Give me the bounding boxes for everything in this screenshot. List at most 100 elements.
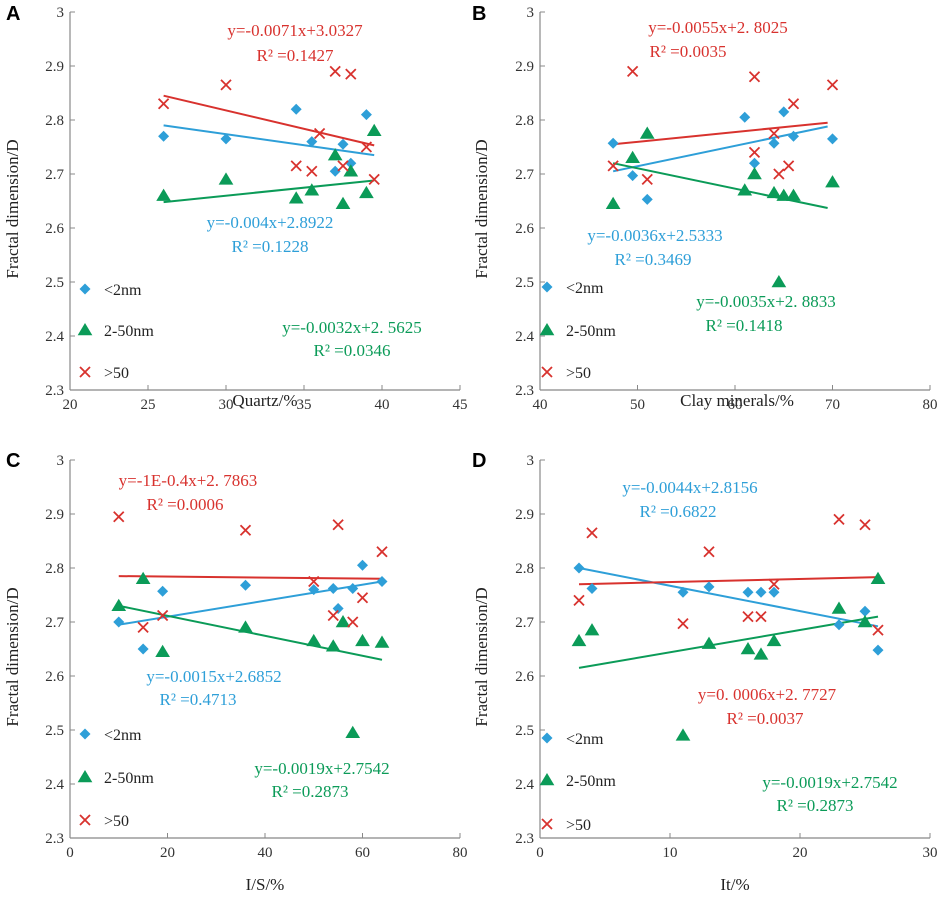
- equation-lt2-a: y=-0.004x+2.8922: [207, 213, 334, 232]
- y-axis-title-a: Fractal dimension/D: [3, 139, 22, 278]
- point-lt2: [573, 562, 585, 574]
- point-mid: [238, 620, 253, 633]
- point-lt2: [739, 111, 751, 123]
- point-lt2: [306, 136, 318, 148]
- x-tick-label: 20: [160, 845, 175, 861]
- point-gt50: [347, 616, 359, 628]
- point-lt2: [833, 619, 845, 631]
- point-lt2: [329, 165, 341, 177]
- point-gt50: [641, 173, 653, 186]
- x-axis-title-a: Quartz/%: [232, 391, 297, 410]
- x-tick-label: 20: [63, 397, 78, 413]
- y-tick-label: 2.4: [515, 329, 534, 345]
- legend-label-gt50-b: >50: [566, 365, 591, 382]
- point-mid: [831, 601, 847, 614]
- point-lt2: [788, 130, 799, 142]
- legend-a: <2nm 2-50nm >50: [77, 282, 154, 382]
- panel-letter-d: D: [472, 450, 486, 472]
- point-mid: [584, 623, 600, 636]
- point-gt50: [677, 617, 689, 630]
- y-tick-label: 2.4: [45, 329, 64, 345]
- trendline-mid: [578, 615, 879, 669]
- point-lt2: [113, 616, 125, 628]
- point-lt2: [641, 193, 653, 205]
- point-gt50: [748, 146, 761, 159]
- legend-marker-gt50-d: [541, 818, 553, 830]
- y-tick-label: 3: [527, 5, 535, 21]
- point-mid: [766, 633, 782, 647]
- point-lt2: [827, 133, 838, 145]
- x-axis-title-c: I/S/%: [246, 875, 285, 894]
- x-tick-label: 80: [453, 845, 468, 861]
- point-gt50: [826, 79, 839, 91]
- x-tick-label: 35: [297, 397, 312, 413]
- point-gt50: [360, 141, 373, 153]
- legend-label-gt50-d: >50: [566, 817, 591, 834]
- point-lt2: [357, 559, 368, 571]
- point-gt50: [345, 68, 357, 80]
- point-gt50: [573, 594, 585, 607]
- x-tick-label: 30: [923, 845, 938, 861]
- point-gt50: [742, 610, 754, 623]
- point-mid: [327, 148, 343, 161]
- point-mid: [786, 188, 801, 201]
- point-lt2: [376, 576, 388, 587]
- y-tick-label: 2.3: [45, 383, 64, 399]
- point-gt50: [356, 592, 369, 604]
- point-mid: [335, 196, 351, 209]
- panel-b: B Fractal dimension/D Clay minerals/% 2.…: [472, 3, 938, 413]
- point-mid: [605, 196, 621, 209]
- y-tick-label: 2.3: [515, 831, 534, 847]
- trendline-mid: [118, 604, 383, 661]
- legend-label-lt2-d: <2nm: [566, 731, 604, 748]
- point-lt2: [240, 579, 251, 591]
- trendline-gt50: [613, 121, 828, 146]
- legend-label-mid-a: 2-50nm: [104, 323, 154, 340]
- point-gt50: [156, 609, 169, 622]
- point-gt50: [327, 609, 339, 622]
- y-tick-label: 2.6: [515, 221, 534, 237]
- point-lt2: [742, 586, 754, 598]
- point-mid: [870, 571, 886, 585]
- point-gt50: [782, 160, 795, 172]
- point-mid: [135, 571, 151, 585]
- y-tick-label: 2.9: [45, 507, 64, 523]
- trendline-mid: [163, 179, 375, 204]
- legend-b: <2nm 2-50nm >50: [539, 280, 616, 382]
- y-tick-label: 3: [527, 453, 535, 469]
- legend-label-lt2-a: <2nm: [104, 282, 142, 299]
- x-tick-label: 20: [793, 845, 808, 861]
- equation-mid-a: y=-0.0032x+2. 5625: [282, 318, 422, 337]
- legend-label-mid-d: 2-50nm: [566, 773, 616, 790]
- point-lt2: [332, 603, 344, 614]
- equation-lt2-b: y=-0.0036x+2.5333: [587, 226, 722, 245]
- point-lt2: [768, 586, 780, 598]
- point-mid: [343, 164, 359, 177]
- point-gt50: [113, 511, 125, 523]
- point-mid: [776, 188, 792, 201]
- point-mid: [825, 175, 840, 188]
- legend-marker-mid-b: [539, 323, 555, 336]
- point-lt2: [220, 133, 232, 145]
- point-mid: [304, 183, 320, 196]
- legend-marker-mid-c: [77, 770, 93, 783]
- point-gt50: [833, 513, 845, 526]
- point-mid: [335, 615, 351, 628]
- point-mid: [359, 185, 374, 199]
- equation-mid-d: y=-0.0019x+2.7542: [762, 773, 897, 792]
- trendline-gt50: [118, 575, 383, 580]
- y-tick-label: 2.7: [515, 615, 534, 631]
- point-lt2: [337, 138, 349, 150]
- point-mid: [747, 167, 762, 180]
- point-lt2: [158, 130, 170, 142]
- point-gt50: [376, 546, 388, 558]
- y-tick-label: 2.8: [45, 561, 64, 577]
- x-tick-label: 40: [258, 845, 273, 861]
- legend-label-gt50-c: >50: [104, 813, 129, 830]
- legend-marker-lt2-c: [79, 728, 91, 740]
- point-gt50: [872, 624, 884, 636]
- x-tick-label: 25: [141, 397, 156, 413]
- point-gt50: [703, 546, 715, 558]
- r2-mid-a: R² =0.0346: [313, 341, 390, 360]
- point-lt2: [627, 170, 639, 182]
